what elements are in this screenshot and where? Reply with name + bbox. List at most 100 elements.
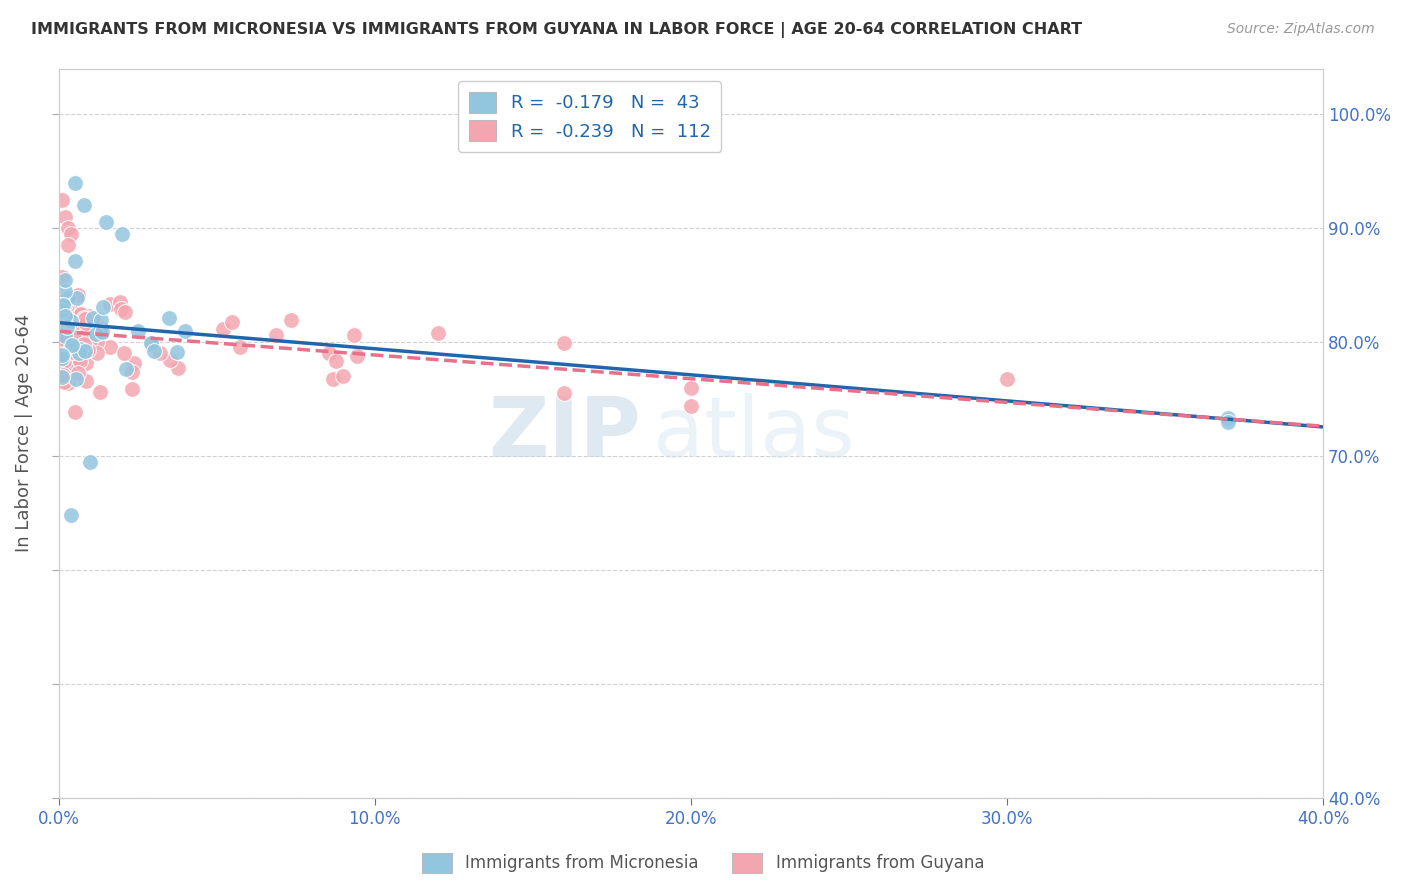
Point <box>166 360 188 375</box>
Point <box>91 300 114 314</box>
Point <box>84 326 107 341</box>
Point <box>84 316 107 330</box>
Point <box>139 337 162 351</box>
Point <box>157 310 180 325</box>
Point <box>86 346 108 360</box>
Point <box>51 351 73 365</box>
Point <box>51 312 73 326</box>
Point <box>73 198 96 212</box>
Point <box>221 315 243 329</box>
Point <box>89 384 111 399</box>
Point <box>63 329 86 343</box>
Point <box>60 341 83 355</box>
Point <box>72 318 94 332</box>
Point <box>53 309 76 323</box>
Point <box>56 221 79 235</box>
Point <box>280 313 302 327</box>
Point <box>346 349 368 363</box>
Point <box>60 338 83 352</box>
Point <box>76 374 98 388</box>
Point <box>67 366 90 380</box>
Point <box>63 405 86 419</box>
Point <box>325 354 347 368</box>
Point <box>51 193 73 207</box>
Point <box>52 354 75 368</box>
Point <box>212 322 235 336</box>
Point <box>679 399 702 413</box>
Point <box>80 320 103 334</box>
Point <box>159 353 181 368</box>
Point <box>72 343 94 357</box>
Point <box>59 320 82 334</box>
Point <box>67 351 90 366</box>
Point <box>75 356 97 370</box>
Point <box>65 305 87 319</box>
Point <box>51 310 73 325</box>
Point <box>52 368 75 383</box>
Point <box>89 320 111 334</box>
Y-axis label: In Labor Force | Age 20-64: In Labor Force | Age 20-64 <box>15 314 32 552</box>
Point <box>56 334 79 349</box>
Point <box>80 337 103 351</box>
Point <box>56 291 79 305</box>
Point <box>332 369 354 384</box>
Point <box>75 329 97 343</box>
Point <box>53 325 76 339</box>
Point <box>67 288 90 302</box>
Text: ZIP: ZIP <box>488 392 640 474</box>
Point <box>73 311 96 326</box>
Text: atlas: atlas <box>652 392 855 474</box>
Point <box>1218 415 1240 429</box>
Point <box>73 317 96 331</box>
Point <box>111 227 134 241</box>
Point <box>69 335 91 350</box>
Point <box>427 326 450 340</box>
Point <box>77 343 100 357</box>
Point <box>174 324 197 338</box>
Point <box>72 337 94 351</box>
Point <box>995 371 1018 385</box>
Point <box>89 325 111 339</box>
Point <box>114 362 136 376</box>
Text: IMMIGRANTS FROM MICRONESIA VS IMMIGRANTS FROM GUYANA IN LABOR FORCE | AGE 20-64 : IMMIGRANTS FROM MICRONESIA VS IMMIGRANTS… <box>31 22 1083 38</box>
Point <box>69 332 91 346</box>
Point <box>56 320 79 334</box>
Point <box>59 314 82 328</box>
Point <box>51 351 73 365</box>
Point <box>51 295 73 310</box>
Point <box>149 346 172 360</box>
Point <box>80 318 103 332</box>
Point <box>82 311 104 326</box>
Point <box>51 325 73 339</box>
Point <box>90 325 112 339</box>
Point <box>63 176 86 190</box>
Point <box>56 298 79 312</box>
Point <box>82 326 104 340</box>
Point <box>94 215 117 229</box>
Point <box>70 308 93 322</box>
Point <box>53 296 76 310</box>
Point <box>79 455 101 469</box>
Point <box>69 354 91 368</box>
Point <box>67 346 90 360</box>
Point <box>63 332 86 346</box>
Point <box>53 328 76 343</box>
Point <box>65 311 87 326</box>
Point <box>52 349 75 363</box>
Point <box>98 341 121 355</box>
Point <box>110 302 132 317</box>
Point <box>51 350 73 364</box>
Point <box>51 339 73 353</box>
Point <box>52 337 75 351</box>
Point <box>86 335 108 350</box>
Point <box>114 305 136 319</box>
Point <box>83 337 105 351</box>
Point <box>79 309 101 323</box>
Point <box>343 328 366 343</box>
Point <box>76 337 98 351</box>
Point <box>75 317 97 331</box>
Point <box>318 345 340 359</box>
Point <box>53 328 76 343</box>
Point <box>121 382 143 396</box>
Point <box>52 297 75 311</box>
